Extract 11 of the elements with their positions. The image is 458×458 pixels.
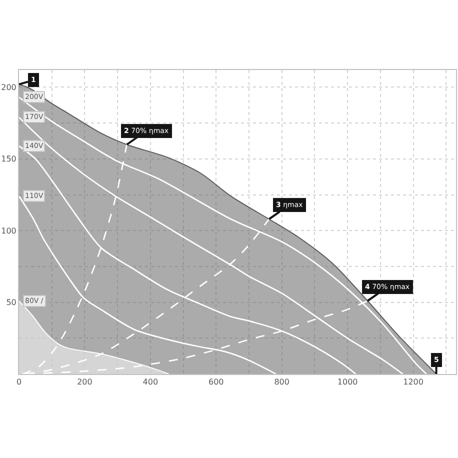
x-tick-label: 600 bbox=[208, 378, 224, 387]
x-tick-label: 1000 bbox=[337, 378, 358, 387]
y-tick-label: 50 bbox=[6, 298, 16, 308]
y-tick-label: 200 bbox=[1, 83, 16, 92]
x-tick-label: 200 bbox=[77, 378, 92, 387]
y-tick-label: 150 bbox=[1, 154, 16, 164]
x-tick-label: 1200 bbox=[403, 378, 424, 387]
x-tick-label: 800 bbox=[274, 378, 290, 387]
y-tick-label: 100 bbox=[1, 226, 16, 236]
x-tick-label: 0 bbox=[16, 378, 22, 387]
x-tick-label: 400 bbox=[142, 378, 158, 387]
